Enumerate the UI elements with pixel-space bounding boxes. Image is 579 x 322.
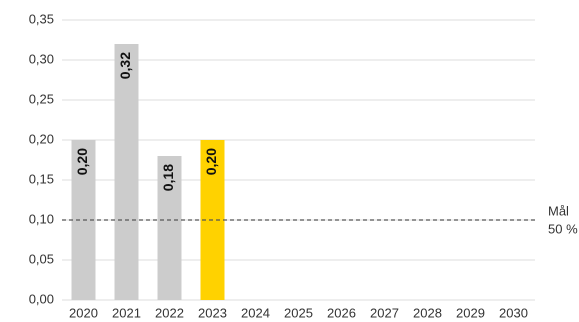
y-tick-label: 0,05 — [29, 251, 54, 266]
reference-label: 50 % — [548, 221, 578, 236]
x-tick-label: 2030 — [499, 305, 528, 320]
bar — [114, 44, 139, 300]
x-tick-label: 2024 — [241, 305, 270, 320]
y-tick-label: 0,25 — [29, 91, 54, 106]
value-label: 0,18 — [160, 164, 176, 191]
value-label: 0,20 — [203, 148, 219, 175]
x-tick-label: 2027 — [370, 305, 399, 320]
reference-label: Mål — [548, 203, 569, 218]
x-tick-label: 2020 — [69, 305, 98, 320]
x-tick-label: 2028 — [413, 305, 442, 320]
x-tick-label: 2021 — [112, 305, 141, 320]
y-tick-label: 0,00 — [29, 291, 54, 306]
x-tick-label: 2025 — [284, 305, 313, 320]
value-label: 0,20 — [74, 148, 90, 175]
y-tick-label: 0,30 — [29, 51, 54, 66]
value-label: 0,32 — [117, 52, 133, 79]
y-tick-label: 0,20 — [29, 131, 54, 146]
x-tick-label: 2026 — [327, 305, 356, 320]
x-tick-label: 2022 — [155, 305, 184, 320]
bar — [157, 156, 182, 300]
y-tick-label: 0,35 — [29, 11, 54, 26]
y-tick-label: 0,10 — [29, 211, 54, 226]
x-tick-label: 2023 — [198, 305, 227, 320]
y-tick-label: 0,15 — [29, 171, 54, 186]
x-tick-label: 2029 — [456, 305, 485, 320]
